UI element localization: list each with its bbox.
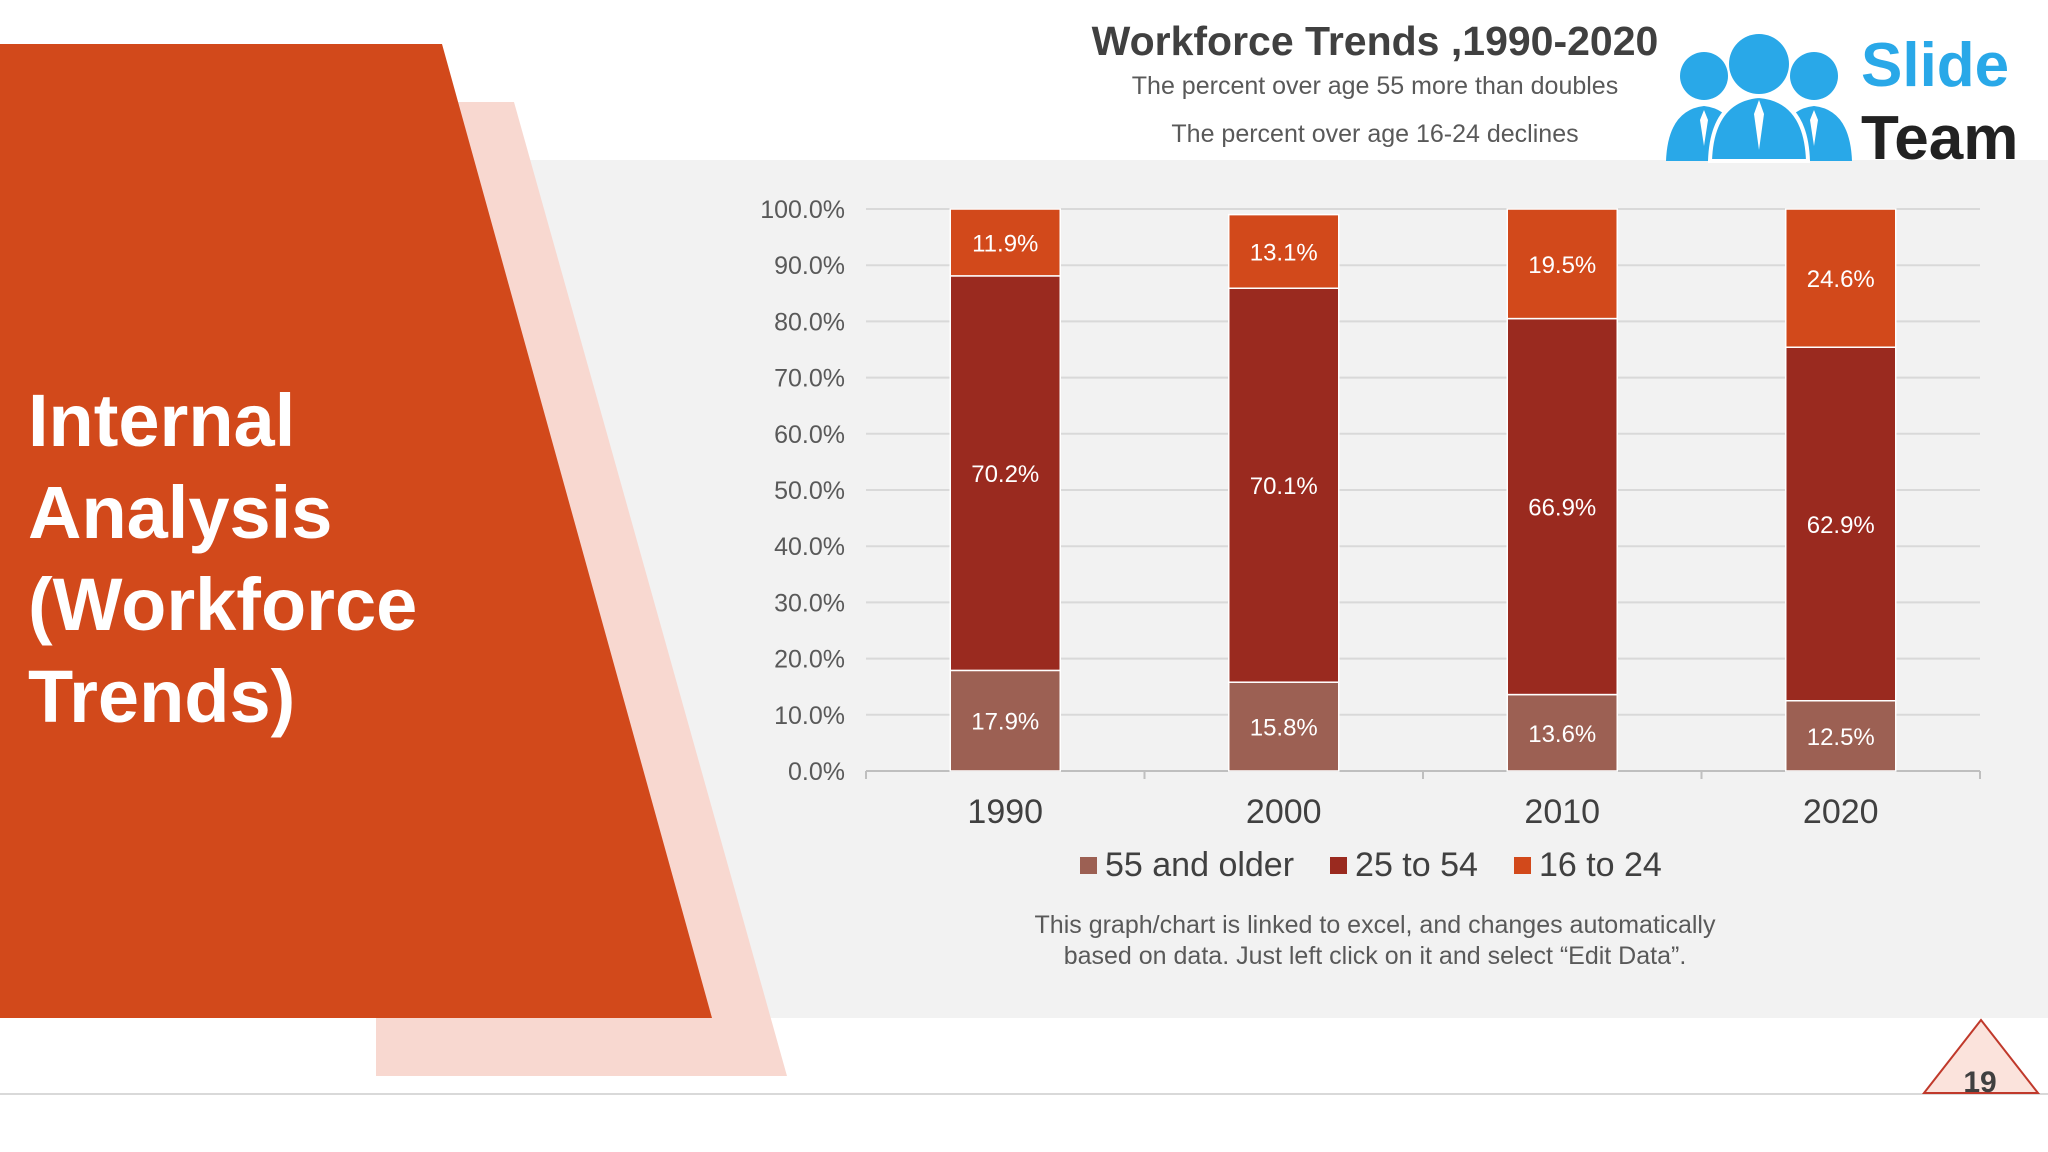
chart-note: This graph/chart is linked to excel, and… [960,910,1790,972]
y-tick-label: 70.0% [774,365,845,393]
bar-segment [1228,213,1340,289]
bottom-divider [0,1093,2048,1095]
legend-item: 25 to 54 [1330,846,1478,885]
data-label: 24.6% [1807,266,1875,293]
bar-segment [1506,317,1618,696]
legend-label: 55 and older [1105,846,1295,884]
y-tick-label: 10.0% [774,702,845,730]
bar-segment [1228,681,1340,772]
data-label: 12.5% [1807,724,1875,751]
data-label: 62.9% [1807,512,1875,539]
legend-item: 55 and older [1080,846,1294,885]
bar-segment [949,208,1061,277]
logo-word-team: Team [1861,104,2019,173]
legend-swatch [1513,857,1531,874]
data-label: 17.9% [971,709,1039,736]
y-tick-label: 20.0% [774,646,845,674]
x-tick-label: 1990 [967,793,1043,831]
data-label: 70.2% [971,461,1039,488]
legend-label: 16 to 24 [1538,846,1662,884]
legend-label: 25 to 54 [1355,846,1478,884]
y-tick-label: 60.0% [774,421,845,449]
legend-swatch [1080,857,1097,874]
bar-segment [949,275,1061,672]
orange-panel [0,44,712,1018]
bar-segment [1228,287,1340,683]
y-tick-label: 40.0% [774,533,845,561]
chart-subtitle-1: The percent over age 55 more than double… [1131,72,1619,100]
x-tick-label: 2000 [1246,793,1322,831]
section-heading: Internal Analysis (Workforce Trends) [28,375,548,743]
y-tick-label: 0.0% [788,758,845,786]
heading-line-1: Internal [28,379,296,462]
chart-legend: 55 and older 25 to 54 16 to 24 [1080,846,1720,885]
heading-line-3: (Workforce [28,563,418,646]
y-tick-label: 30.0% [774,589,845,617]
data-label: 13.1% [1250,239,1318,266]
heading-line-2: Analysis [28,471,333,554]
x-tick-label: 2010 [1524,793,1600,831]
legend-swatch [1330,857,1348,874]
bar-segment [949,669,1061,772]
bar-segment [1785,208,1897,349]
bar-segment [1506,208,1618,320]
bar-segment [1785,346,1897,702]
y-tick-label: 50.0% [774,477,845,505]
data-label: 19.5% [1528,252,1596,279]
x-tick-label: 2020 [1803,793,1879,831]
bar-segment [1785,700,1897,772]
people-group-icon [1666,34,1852,163]
data-label: 13.6% [1528,721,1596,748]
page-number: 19 [1963,1066,1997,1099]
legend-item: 16 to 24 [1513,846,1662,885]
logo-word-slide: Slide [1861,31,2010,100]
y-tick-label: 100.0% [760,196,845,224]
data-label: 66.9% [1528,495,1596,522]
data-label: 15.8% [1250,715,1318,742]
data-label: 11.9% [972,230,1038,257]
y-tick-label: 80.0% [774,308,845,336]
y-tick-label: 90.0% [774,252,845,280]
heading-line-4: Trends) [28,655,296,738]
note-line-1: This graph/chart is linked to excel, and… [1034,911,1716,939]
page-number-badge [1921,1018,2041,1094]
data-label: 70.1% [1250,473,1318,500]
chart-subtitle-2: The percent over age 16-24 declines [1171,120,1579,148]
note-line-2: based on data. Just left click on it and… [1063,942,1687,970]
chart-title: Workforce Trends ,1990-2020 [1091,18,1659,64]
